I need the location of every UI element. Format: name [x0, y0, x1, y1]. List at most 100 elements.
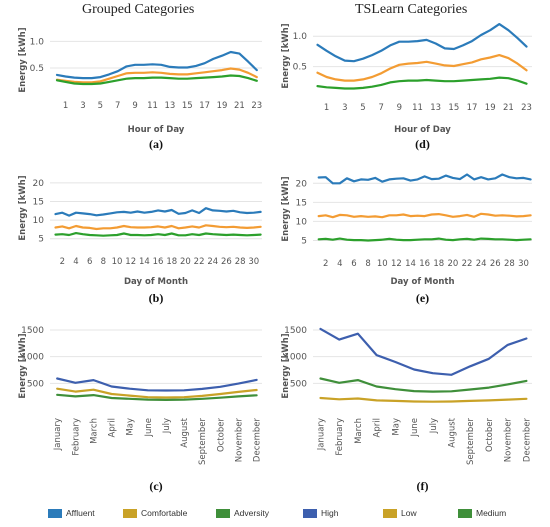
x-tick-label: 1: [63, 101, 68, 111]
legend-swatch: [216, 508, 230, 518]
x-tick-label: July: [162, 418, 172, 434]
series-line: [316, 76, 528, 90]
series-line: [319, 396, 528, 403]
x-tick-label: January: [53, 418, 63, 451]
x-tick-label: 11: [147, 101, 158, 111]
x-tick-label: 30: [518, 259, 529, 269]
x-tick-label: 8: [101, 257, 106, 267]
series-line: [55, 67, 258, 84]
series-line: [54, 224, 262, 231]
x-tick-label: November: [234, 417, 244, 462]
x-tick-label: February: [71, 418, 81, 456]
x-tick-label: 9: [132, 101, 137, 111]
x-tick-label: 19: [485, 103, 496, 113]
x-tick-label: June: [410, 418, 420, 438]
x-tick-label: 22: [194, 257, 205, 267]
y-axis-label: Energy [kWh]: [281, 176, 291, 241]
x-tick-label: 26: [221, 257, 232, 267]
x-tick-label: January: [316, 418, 326, 451]
y-tick-label: 1.0: [293, 32, 308, 42]
y-tick-label: 1500: [21, 326, 44, 336]
x-tick-label: December: [253, 417, 263, 462]
y-axis-label: Energy [kWh]: [281, 23, 291, 88]
x-tick-label: September: [466, 417, 476, 464]
x-tick-label: 5: [98, 101, 103, 111]
x-tick-label: 17: [467, 103, 478, 113]
x-tick-label: 4: [73, 257, 78, 267]
legend-label: Comfortable: [141, 508, 188, 518]
legend-label: Adversity: [234, 508, 269, 518]
series-line: [55, 74, 258, 86]
x-tick-label: 6: [87, 257, 92, 267]
x-tick-label: 12: [391, 259, 402, 269]
x-tick-label: 15: [182, 101, 193, 111]
panel-label: (c): [149, 479, 162, 493]
series-line: [316, 22, 528, 63]
legend-swatch: [383, 508, 397, 518]
legend-item-affluent: Affluent: [48, 508, 95, 518]
x-tick-label: 18: [433, 259, 444, 269]
x-tick-label: 26: [490, 259, 501, 269]
x-tick-label: 2: [323, 259, 328, 269]
x-tick-label: October: [485, 418, 495, 453]
legend-label: Low: [401, 508, 417, 518]
series-line: [317, 237, 532, 242]
x-tick-label: July: [429, 418, 439, 434]
x-tick-label: 22: [462, 259, 473, 269]
y-tick-label: 10: [296, 217, 308, 227]
x-tick-label: April: [373, 418, 383, 437]
series-line: [317, 212, 532, 219]
x-tick-label: 14: [405, 259, 416, 269]
x-tick-label: 8: [365, 259, 370, 269]
y-axis-label: Energy [kWh]: [18, 27, 28, 92]
x-tick-label: 20: [447, 259, 458, 269]
series-line: [56, 393, 258, 402]
x-tick-label: 3: [80, 101, 85, 111]
x-tick-label: 7: [378, 103, 383, 113]
series-line: [319, 327, 528, 376]
x-tick-label: 1: [324, 103, 329, 113]
x-tick-label: 10: [112, 257, 123, 267]
x-tick-label: 21: [234, 101, 245, 111]
series-line: [317, 173, 532, 185]
x-tick-label: 15: [448, 103, 459, 113]
legend: Affluent Comfortable Adversity High Low …: [48, 508, 548, 524]
x-tick-label: March: [89, 418, 99, 444]
y-tick-label: 1000: [284, 353, 307, 363]
x-tick-label: June: [144, 418, 154, 438]
x-tick-label: 24: [207, 257, 218, 267]
right-column-title: TSLearn Categories: [355, 2, 468, 17]
x-axis-label: Day of Month: [124, 277, 188, 287]
y-tick-label: 20: [33, 179, 45, 189]
y-tick-label: 15: [33, 197, 44, 207]
x-tick-label: 28: [504, 259, 515, 269]
y-tick-label: 1500: [284, 326, 307, 336]
y-tick-label: 1.0: [30, 37, 45, 47]
legend-swatch: [48, 508, 62, 518]
x-tick-label: December: [522, 417, 532, 462]
y-tick-label: 1000: [21, 353, 44, 363]
x-tick-label: 30: [248, 257, 259, 267]
y-tick-label: 0.5: [30, 64, 44, 74]
x-tick-label: 6: [351, 259, 356, 269]
y-tick-label: 5: [38, 235, 44, 245]
x-axis-label: Hour of Day: [128, 125, 185, 135]
x-tick-label: 5: [360, 103, 365, 113]
x-tick-label: 13: [430, 103, 441, 113]
left-column-title: Grouped Categories: [82, 2, 195, 17]
legend-item-high: High: [303, 508, 338, 518]
x-tick-label: 12: [125, 257, 136, 267]
panel-label: (b): [149, 291, 164, 305]
legend-item-adversity: Adversity: [216, 508, 269, 518]
y-tick-label: 500: [290, 379, 307, 389]
x-tick-label: 7: [115, 101, 120, 111]
series-line: [319, 377, 528, 393]
x-tick-label: 28: [235, 257, 246, 267]
legend-label: High: [321, 508, 339, 518]
y-axis-label: Energy [kWh]: [18, 175, 28, 240]
x-tick-label: 18: [166, 257, 177, 267]
